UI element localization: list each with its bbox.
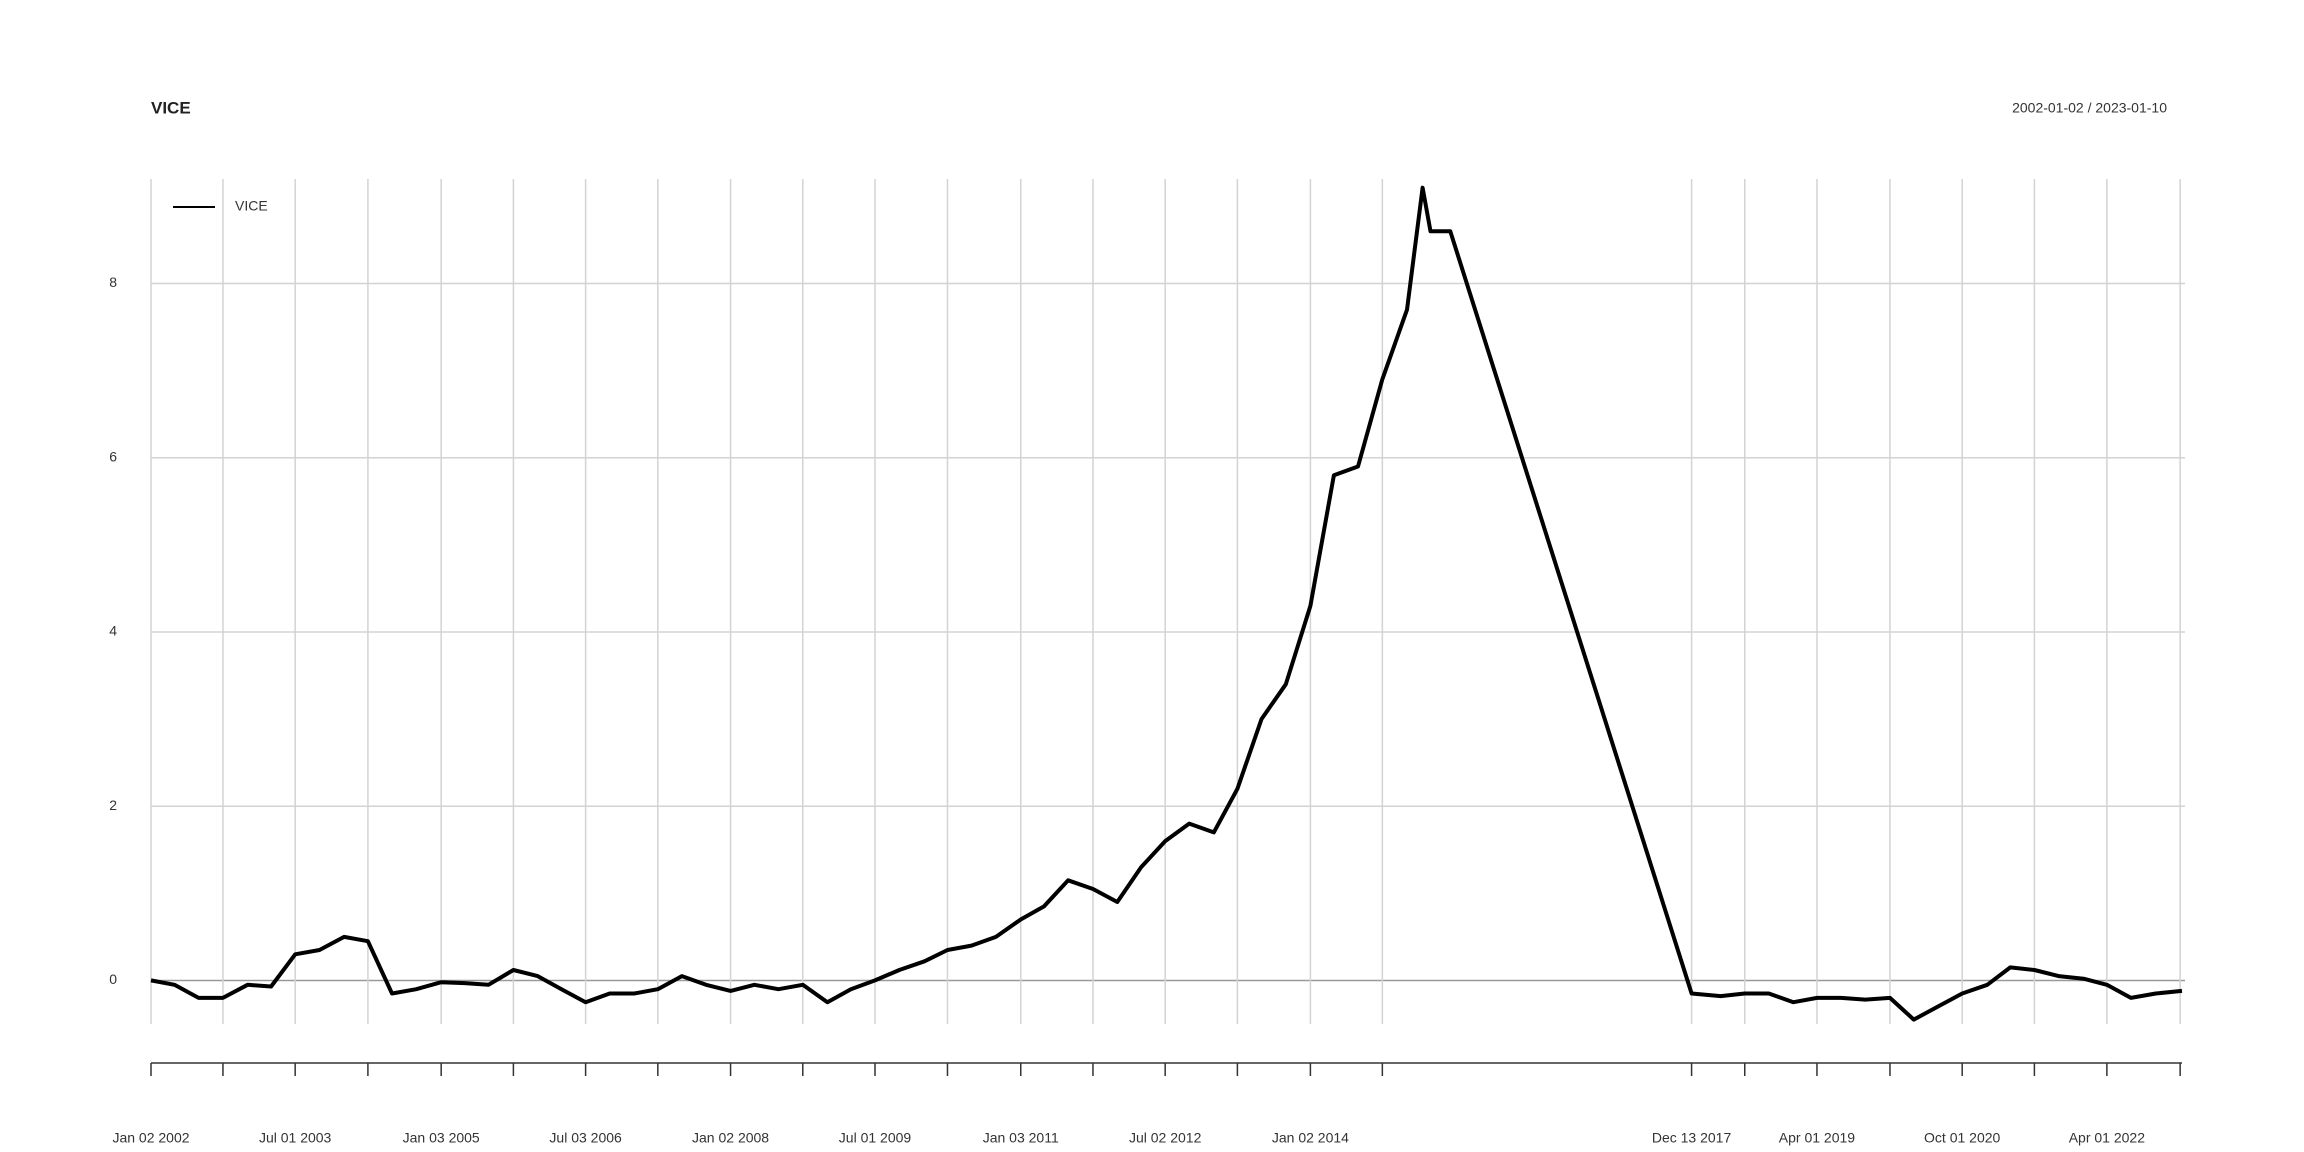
y-tick-label: 8 bbox=[109, 274, 117, 290]
date-range: 2002-01-02 / 2023-01-10 bbox=[2012, 100, 2167, 116]
x-tick-label: Jul 03 2006 bbox=[549, 1130, 622, 1146]
x-tick-label: Jan 02 2008 bbox=[692, 1130, 769, 1146]
legend-label: VICE bbox=[235, 198, 268, 214]
x-tick-label: Apr 01 2019 bbox=[1779, 1130, 1855, 1146]
x-tick-label: Jul 02 2012 bbox=[1129, 1130, 1202, 1146]
y-tick-label: 0 bbox=[109, 971, 117, 987]
x-tick-label: Oct 01 2020 bbox=[1924, 1130, 2000, 1146]
x-tick-label: Jan 03 2011 bbox=[983, 1130, 1059, 1146]
chart-title: VICE bbox=[151, 98, 191, 117]
y-tick-label: 4 bbox=[109, 623, 117, 639]
x-tick-label: Jan 03 2005 bbox=[403, 1130, 480, 1146]
y-tick-label: 2 bbox=[109, 797, 117, 813]
y-tick-label: 6 bbox=[109, 448, 117, 464]
x-tick-label: Jul 01 2009 bbox=[839, 1130, 912, 1146]
x-tick-label: Jan 02 2002 bbox=[112, 1130, 189, 1146]
x-tick-label: Jul 01 2003 bbox=[259, 1130, 332, 1146]
series-line bbox=[150, 185, 2183, 1022]
x-tick-label: Jan 02 2014 bbox=[1272, 1130, 1349, 1146]
x-tick-label: Dec 13 2017 bbox=[1652, 1130, 1732, 1146]
x-tick-label: Apr 01 2022 bbox=[2069, 1130, 2145, 1146]
